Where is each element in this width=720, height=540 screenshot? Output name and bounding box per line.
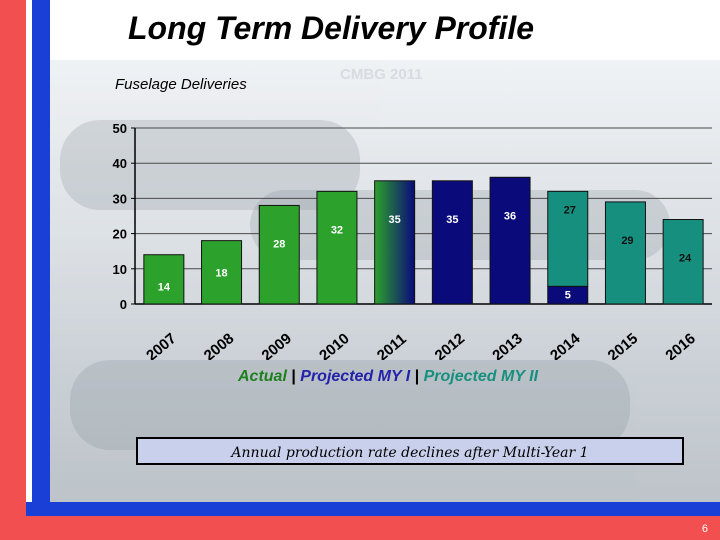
x-tick-label-2016: 2016: [662, 330, 698, 360]
data-label-2015: 29: [621, 235, 633, 247]
data-label-2010: 32: [331, 224, 343, 236]
data-label-2014: 27: [564, 204, 576, 216]
bar-2013: [489, 176, 531, 305]
bar-2012: [431, 180, 473, 305]
x-tick-label-2008: 2008: [201, 330, 237, 360]
chart-data-labels: 14 18 28 32 35 35 36 5 27 29 24: [158, 204, 692, 301]
bar-2010: [316, 190, 358, 305]
chart-subtitle: Fuselage Deliveries: [115, 76, 247, 93]
bar-2009: [258, 204, 300, 305]
bottom-red-bar: [26, 516, 720, 540]
x-tick-label-2011: 2011: [374, 331, 410, 360]
source-label: CMBG 2011: [340, 66, 423, 83]
bar-2014-base: [547, 285, 589, 305]
legend-separator: |: [286, 368, 301, 385]
left-red-stripe: [0, 0, 26, 540]
data-label-2007: 14: [158, 282, 171, 294]
data-label-2011: 35: [389, 214, 401, 226]
y-tick-labels: 0 10 20 30 40 50: [113, 121, 127, 312]
bottom-blue-bar: [26, 502, 720, 516]
data-label-2008: 18: [215, 268, 227, 280]
x-tick-label-2015: 2015: [605, 330, 641, 360]
data-label-2009: 28: [273, 238, 285, 250]
note-box: Annual production rate declines after Mu…: [136, 437, 684, 465]
bar-2015: [604, 201, 646, 305]
bar-2016: [662, 219, 704, 305]
data-label-2016: 24: [679, 253, 692, 265]
bar-2014: [547, 190, 589, 287]
y-tick-label: 0: [120, 297, 127, 312]
slide-title: Long Term Delivery Profile: [128, 10, 535, 46]
x-tick-labels: 2007 2008 2009 2010 2011 2012 2013 2014 2015 2016: [143, 330, 699, 360]
x-tick-label-2010: 2010: [316, 330, 352, 360]
y-tick-label: 20: [113, 227, 127, 242]
bar-2011: [374, 180, 416, 305]
note-text: Annual production rate declines after Mu…: [231, 445, 589, 461]
x-tick-label-2012: 2012: [432, 330, 468, 360]
data-label-2012: 35: [446, 214, 458, 226]
x-tick-label-2014: 2014: [547, 330, 584, 360]
data-label-2013: 36: [504, 210, 516, 222]
y-tick-label: 50: [113, 121, 127, 136]
legend-separator: |: [410, 368, 424, 385]
stack-label-2014: 5: [565, 289, 571, 301]
x-tick-label-2013: 2013: [489, 330, 525, 360]
page-number: 6: [701, 523, 708, 535]
legend-projected-my2: Projected MY II: [423, 368, 539, 385]
y-tick-label: 40: [113, 156, 127, 171]
bar-2008: [201, 240, 243, 305]
bar-2007: [143, 254, 185, 305]
left-blue-stripe: [32, 0, 50, 520]
x-tick-label-2007: 2007: [143, 330, 179, 360]
chart-bars: [143, 176, 704, 305]
legend-projected-my1: Projected MY I: [300, 368, 411, 385]
y-tick-label: 30: [113, 191, 127, 206]
legend-actual: Actual: [238, 368, 287, 385]
y-tick-label: 10: [113, 262, 127, 277]
chart-legend: Actual | Projected MY I | Projected MY I…: [238, 368, 538, 386]
x-tick-label-2009: 2009: [259, 330, 295, 360]
